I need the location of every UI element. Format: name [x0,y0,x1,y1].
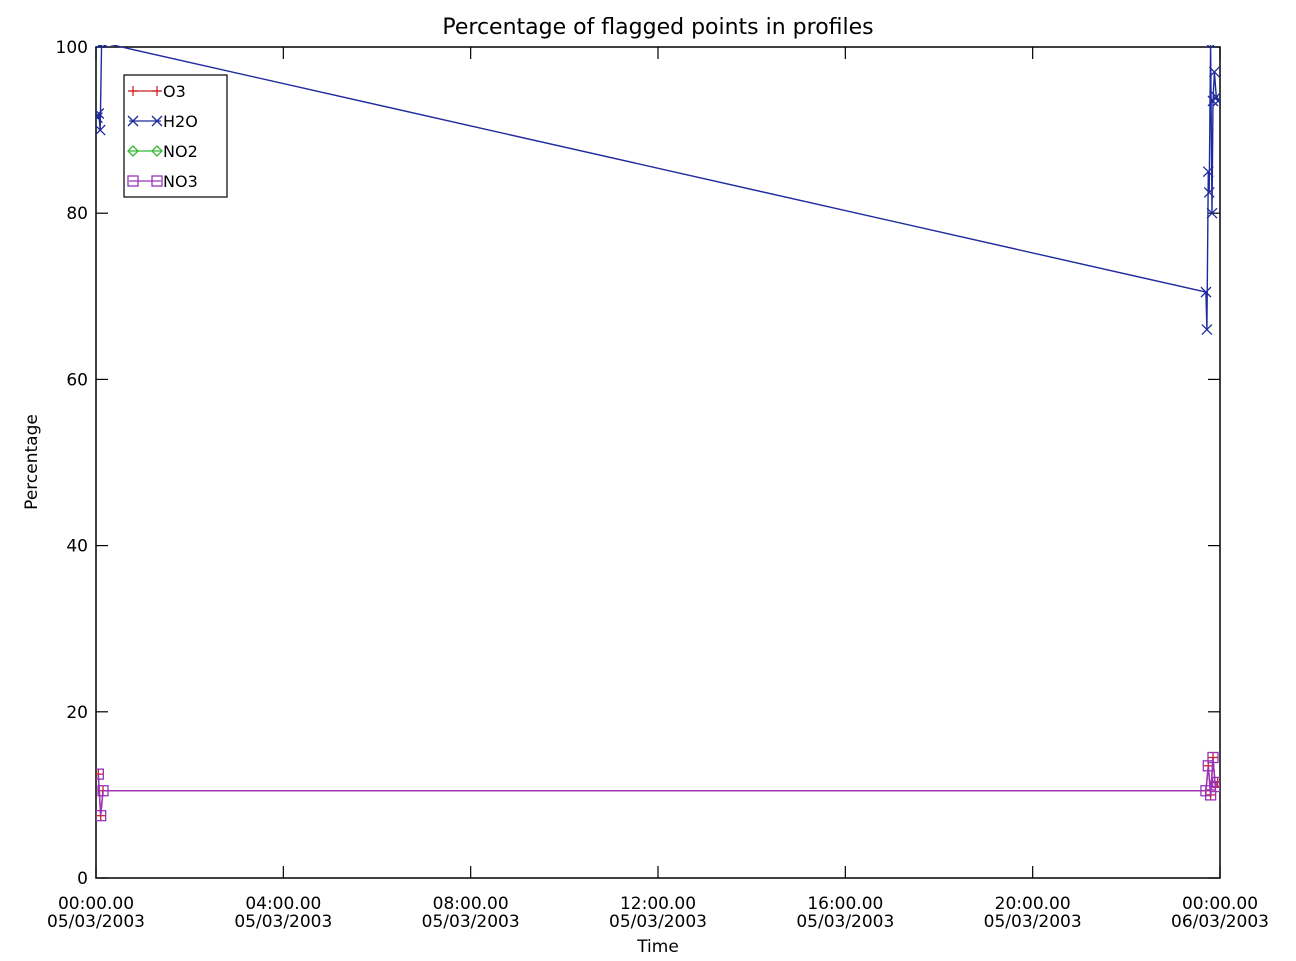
y-tick-label: 20 [66,703,88,723]
legend-marker [151,115,163,127]
legend-marker [152,86,162,96]
x-tick-label-time: 20:00.00 [995,894,1071,914]
data-point-h2o [1200,286,1212,298]
series-no3 [96,751,1220,822]
series-h2o [96,45,1220,335]
series-line-no3 [97,757,1219,816]
data-point-h2o [97,45,109,49]
series-o3 [96,752,1220,821]
legend-item-o3: O3 [128,82,186,101]
x-tick-label-time: 08:00.00 [433,894,509,914]
legend-label: H2O [163,112,198,131]
y-tick-label: 40 [66,537,88,557]
legend-label: O3 [163,82,186,101]
series-layer [96,45,1220,822]
x-axis-label: Time [636,937,679,957]
legend-marker [127,115,139,127]
legend-item-no3: NO3 [127,172,198,191]
data-point-h2o [96,112,103,124]
data-point-no3 [1212,776,1220,789]
legend-marker [151,145,163,157]
series-line-h2o [96,45,1219,330]
data-point-h2o [96,124,106,136]
x-tick-label-time: 00:00.00 [1182,894,1258,914]
x-tick-label-time: 16:00.00 [807,894,883,914]
data-point-h2o [96,45,108,49]
data-point-h2o [1212,95,1220,107]
legend-item-h2o: H2O [127,112,198,131]
data-point-h2o [1203,186,1215,198]
data-point-no3 [96,810,107,822]
x-tick-label-date: 05/03/2003 [47,912,145,932]
legend-item-no2: NO2 [127,142,198,161]
x-tick-label-date: 05/03/2003 [609,912,707,932]
legend-marker [128,86,138,96]
y-tick-label: 80 [66,204,88,224]
data-point-h2o [1208,66,1220,78]
data-point-h2o [96,108,105,119]
x-tick-label-time: 12:00.00 [620,894,696,914]
x-tick-label-time: 00:00.00 [58,894,134,914]
plot-frame [95,46,1221,879]
chart-title: Percentage of flagged points in profiles [442,15,873,40]
data-point-no3 [1207,751,1219,764]
data-point-h2o [1206,207,1218,219]
data-point-no3 [97,785,109,797]
y-axis-label: Percentage [22,414,42,510]
data-point-no3 [1209,780,1220,793]
x-tick-label-date: 05/03/2003 [984,912,1082,932]
data-point-h2o [1202,166,1214,178]
legend-box [123,74,228,198]
legend: O3 H2O NO2 NO3 [123,74,228,198]
x-tick-label-date: 05/03/2003 [234,912,332,932]
data-point-h2o [1201,324,1213,335]
legend-label: NO2 [163,142,198,161]
legend-marker [127,175,139,187]
axis-ticks: 00:00.0005/03/200304:00.0005/03/200308:0… [47,38,1269,932]
legend-marker [151,175,163,187]
y-tick-label: 100 [56,38,88,58]
x-tick-label-date: 05/03/2003 [422,912,520,932]
legend-label: NO3 [163,172,198,191]
x-tick-label-date: 05/03/2003 [796,912,894,932]
series-line-o3 [97,757,1219,816]
x-tick-label-time: 04:00.00 [245,894,321,914]
x-tick-label-date: 06/03/2003 [1171,912,1269,932]
legend-marker [127,145,139,157]
data-point-no3 [96,768,104,780]
data-point-h2o [1205,45,1217,49]
y-tick-label: 60 [66,370,88,390]
y-tick-label: 0 [77,869,88,889]
